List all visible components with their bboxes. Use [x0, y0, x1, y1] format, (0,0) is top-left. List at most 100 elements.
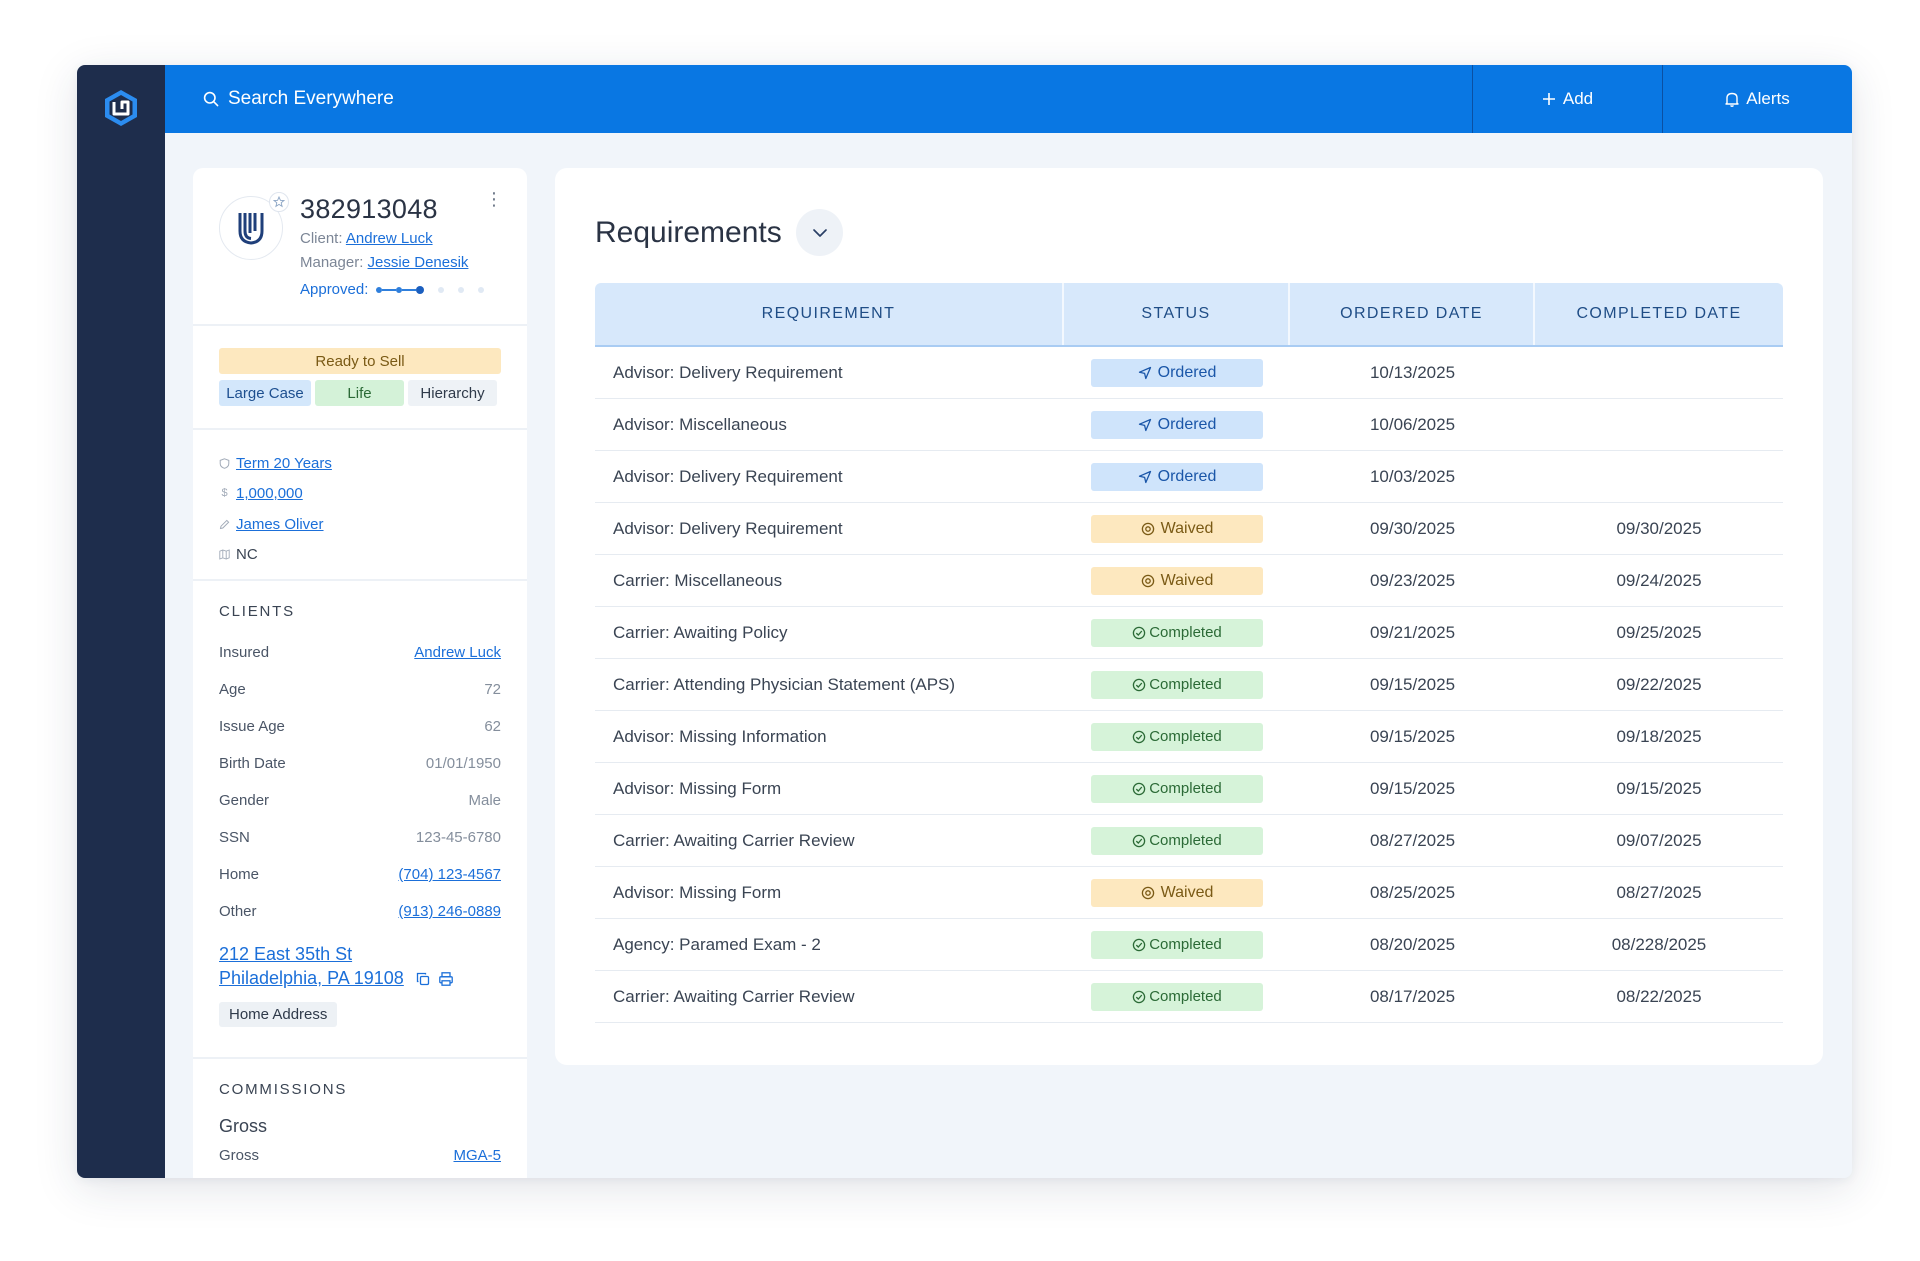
ordered-date: 10/03/2025 [1369, 466, 1456, 486]
requirement-name: Carrier: Attending Physician Statement (… [613, 674, 956, 694]
status-cell: Completed [1064, 919, 1290, 970]
status-badge: Ready to Sell [219, 348, 501, 374]
status-cell: Waived [1064, 555, 1290, 606]
ordered-date: 08/25/2025 [1369, 882, 1456, 902]
check-circle-icon [1132, 678, 1146, 692]
insured-row: Insured Andrew Luck [219, 634, 501, 671]
column-header-requirement[interactable]: REQUIREMENT [595, 283, 1064, 345]
policy-number: 382913048 [300, 194, 438, 224]
alerts-label: Alerts [1746, 89, 1790, 108]
completed-date: 08/22/2025 [1616, 986, 1702, 1006]
ssn-value: 123-45-6780 [415, 829, 501, 846]
status-badge: Completed [1091, 722, 1263, 751]
ssn-row: SSN 123-45-6780 [219, 819, 501, 856]
printer-icon[interactable] [438, 971, 454, 987]
policy-header: 382913048 ⋮ Client: Andrew Luck Manager:… [193, 168, 527, 326]
table-row[interactable]: Carrier: Attending Physician Statement (… [595, 659, 1783, 711]
gross-value-link[interactable]: MGA-5 [453, 1147, 501, 1164]
status-badge: Completed [1091, 774, 1263, 803]
status-text: Completed [1149, 780, 1222, 797]
ordered-date: 09/21/2025 [1369, 622, 1456, 642]
more-vertical-icon[interactable]: ⋮ [485, 189, 503, 209]
client-label: Client: [300, 230, 343, 247]
table-row[interactable]: Carrier: Miscellaneous Waived 09/23/2025 09… [595, 555, 1783, 607]
column-header-status[interactable]: STATUS [1064, 283, 1290, 345]
alerts-button[interactable]: Alerts [1662, 65, 1852, 133]
column-header-completed-date[interactable]: COMPLETED DATE [1576, 305, 1742, 322]
completed-date: 08/27/2025 [1616, 882, 1702, 902]
completed-date: 09/22/2025 [1616, 674, 1702, 694]
table-row[interactable]: Advisor: Delivery Requirement Ordered 10/0… [595, 451, 1783, 503]
check-circle-icon [1132, 626, 1146, 640]
insured-link[interactable]: Andrew Luck [414, 644, 501, 661]
status-cell: Ordered [1064, 347, 1290, 398]
other-phone-label: Other [219, 903, 257, 920]
face-amount-link[interactable]: 1,000,000 [236, 485, 303, 503]
agent-link[interactable]: James Oliver [236, 515, 324, 533]
requirements-toggle-button[interactable] [796, 209, 843, 256]
table-row[interactable]: Carrier: Awaiting Carrier Review Complete… [595, 971, 1783, 1023]
approval-progress [376, 285, 485, 294]
table-row[interactable]: Advisor: Missing Form Waived 08/25/2025 08/… [595, 867, 1783, 919]
other-phone-link[interactable]: (913) 246-0889 [398, 903, 501, 920]
clients-fields: Insured Andrew Luck Age 72 Issue Age 62 … [219, 634, 501, 930]
shield-icon [219, 458, 230, 469]
sidebar-rail [77, 65, 165, 1178]
status-cell: Waived [1064, 503, 1290, 554]
completed-date: 09/18/2025 [1616, 726, 1702, 746]
table-row[interactable]: Carrier: Awaiting Carrier Review Complete… [595, 815, 1783, 867]
status-badge: Completed [1091, 826, 1263, 855]
approval-connector [402, 288, 417, 291]
star-icon [273, 196, 285, 208]
requirement-name: Carrier: Awaiting Policy [613, 622, 788, 642]
commissions-section: COMMISSIONS Gross Gross MGA-5 [193, 1059, 527, 1164]
client-link[interactable]: Andrew Luck [345, 230, 433, 247]
add-button[interactable]: Add [1472, 65, 1662, 133]
state-row: NC [219, 540, 501, 571]
send-icon [1138, 470, 1152, 484]
status-text: Waived [1160, 883, 1214, 901]
dollar-icon: $ [221, 487, 228, 500]
manager-link[interactable]: Jessie Denesik [367, 254, 469, 271]
app-logo-icon[interactable] [101, 88, 141, 128]
bell-icon [1725, 92, 1739, 107]
ordered-date: 08/27/2025 [1369, 830, 1456, 850]
approval-step-dot [478, 286, 485, 293]
status-text: Waived [1160, 571, 1214, 589]
status-cell: Completed [1064, 763, 1290, 814]
table-row[interactable]: Advisor: Missing Form Completed 09/15/2025… [595, 763, 1783, 815]
tag-life: Life [315, 380, 404, 406]
table-row[interactable]: Advisor: Delivery Requirement Ordered 10/1… [595, 347, 1783, 399]
address-block: 212 East 35th St Philadelphia, PA 19108 [219, 942, 501, 990]
ordered-date: 09/15/2025 [1369, 674, 1456, 694]
table-header: REQUIREMENT STATUS ORDERED DATE COMPLETE… [595, 283, 1783, 347]
requirement-name: Carrier: Awaiting Carrier Review [613, 986, 855, 1006]
approval-connector [382, 288, 397, 291]
search-placeholder: Search Everywhere [228, 88, 394, 109]
table-row[interactable]: Advisor: Delivery Requirement Waived 09/30… [595, 503, 1783, 555]
table-row[interactable]: Advisor: Missing Information Completed 09/… [595, 711, 1783, 763]
other-phone-row: Other (913) 246-0889 [219, 893, 501, 930]
issue-age-label: Issue Age [219, 718, 285, 735]
requirement-name: Carrier: Miscellaneous [613, 570, 783, 590]
home-phone-link[interactable]: (704) 123-4567 [398, 866, 501, 883]
status-badge: Ordered [1091, 462, 1263, 491]
approval-step-dot [438, 286, 445, 293]
status-text: Ordered [1157, 467, 1217, 485]
table-row[interactable]: Advisor: Miscellaneous Ordered 10/06/2025 [595, 399, 1783, 451]
product-link[interactable]: Term 20 Years [236, 454, 332, 472]
completed-date: 09/15/2025 [1616, 778, 1702, 798]
table-row[interactable]: Agency: Paramed Exam - 2 Completed 08/20/2… [595, 919, 1783, 971]
table-row[interactable]: Carrier: Awaiting Policy Completed 09/21/2… [595, 607, 1783, 659]
copy-icon[interactable] [415, 971, 431, 987]
status-text: Completed [1149, 832, 1222, 849]
completed-date [1535, 451, 1783, 502]
favorite-button[interactable] [269, 192, 289, 212]
requirements-title: Requirements [595, 216, 782, 249]
address-line2[interactable]: Philadelphia, PA 19108 [219, 968, 404, 988]
global-search[interactable]: Search Everywhere [203, 65, 394, 133]
address-line1[interactable]: 212 East 35th St [219, 944, 353, 964]
column-header-ordered-date[interactable]: ORDERED DATE [1290, 283, 1535, 345]
requirement-name: Advisor: Delivery Requirement [613, 466, 843, 486]
ordered-date: 10/06/2025 [1369, 414, 1456, 434]
